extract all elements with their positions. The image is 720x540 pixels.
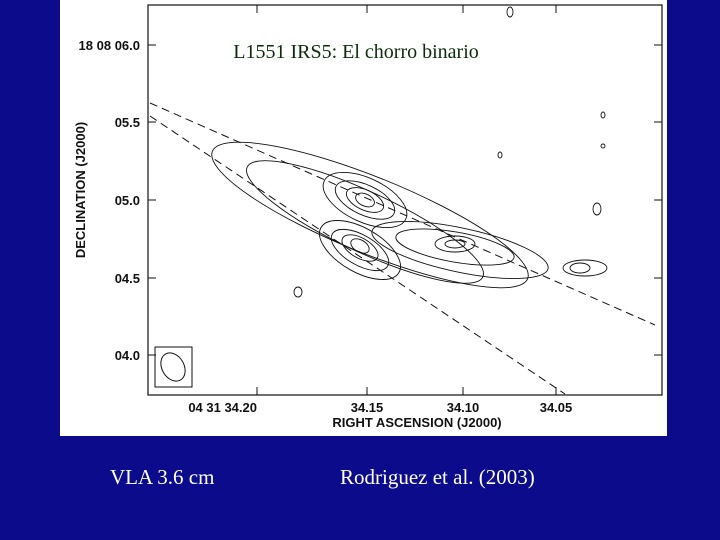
contour bbox=[592, 202, 602, 216]
y-tick-label: 05.0 bbox=[115, 193, 140, 208]
x-tick-label: 04 31 34.20 bbox=[188, 400, 257, 415]
footer-left: VLA 3.6 cm bbox=[110, 465, 214, 489]
x-tick-label: 34.15 bbox=[351, 400, 384, 415]
beam-ellipse bbox=[160, 352, 186, 382]
y-tick-label: 04.0 bbox=[115, 348, 140, 363]
footer-right: Rodriguez et al. (2003) bbox=[340, 465, 535, 489]
y-tick-label: 05.5 bbox=[115, 115, 140, 130]
contour bbox=[506, 6, 514, 18]
contour bbox=[246, 160, 484, 284]
contour bbox=[395, 228, 515, 266]
y-tick-label: 04.5 bbox=[115, 271, 140, 286]
figure-title: L1551 IRS5: El chorro binario bbox=[233, 41, 479, 63]
contour-map bbox=[211, 6, 608, 298]
x-tick-label: 34.10 bbox=[447, 400, 480, 415]
contour bbox=[434, 235, 476, 253]
tick-marks bbox=[148, 5, 662, 395]
contour bbox=[600, 143, 606, 149]
contour bbox=[600, 111, 606, 119]
y-tick-labels: 18 08 06.0 05.5 05.0 04.5 04.0 bbox=[79, 38, 140, 363]
contour bbox=[293, 286, 303, 298]
contour bbox=[355, 192, 375, 208]
beam-box bbox=[154, 346, 193, 388]
jet-axis bbox=[149, 102, 656, 326]
contour bbox=[319, 220, 401, 280]
y-axis-label: DECLINATION (J2000) bbox=[73, 122, 88, 258]
contour bbox=[341, 234, 379, 262]
contour bbox=[497, 151, 503, 159]
figure-panel bbox=[60, 0, 667, 436]
contour bbox=[330, 228, 390, 272]
jet-axis bbox=[149, 115, 566, 395]
x-tick-label: 34.05 bbox=[540, 400, 573, 415]
y-tick-label: 18 08 06.0 bbox=[79, 38, 140, 53]
contour bbox=[322, 171, 408, 229]
contour bbox=[350, 238, 370, 254]
x-axis-label: RIGHT ASCENSION (J2000) bbox=[332, 415, 501, 430]
contour bbox=[562, 259, 608, 277]
contour bbox=[345, 187, 385, 213]
x-tick-labels: 04 31 34.20 34.15 34.10 34.05 bbox=[188, 400, 572, 415]
contour bbox=[444, 239, 466, 249]
contour bbox=[569, 262, 591, 274]
contour bbox=[334, 180, 396, 220]
